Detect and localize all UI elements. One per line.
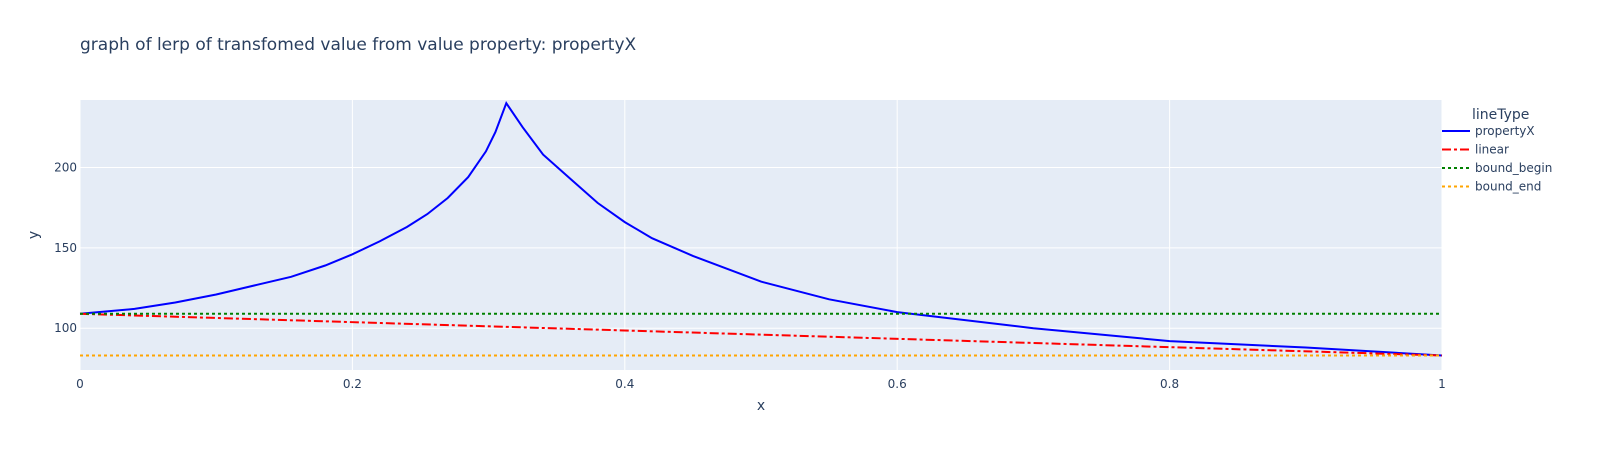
legend-title: lineType [1472, 107, 1529, 123]
legend-item-bound_begin[interactable]: bound_begin [1475, 161, 1552, 175]
legend-item-bound_end[interactable]: bound_end [1475, 180, 1541, 194]
series-line-propertyX [79, 101, 1443, 357]
legend-item-linear[interactable]: linear [1475, 143, 1509, 157]
x-tick-label: 0 [76, 377, 84, 391]
x-axis-title: x [757, 398, 765, 414]
y-tick-label: 150 [54, 241, 77, 255]
plot-area [80, 100, 1442, 370]
y-axis-title: y [26, 231, 42, 239]
x-axis-ticks: 0 0.2 0.4 0.6 0.8 1 [76, 377, 1446, 391]
y-tick-label: 100 [54, 321, 77, 335]
x-tick-label: 0.6 [888, 377, 907, 391]
x-tick-label: 0.4 [615, 377, 634, 391]
y-tick-label: 200 [54, 161, 77, 175]
series-lines [79, 101, 1443, 357]
series-line-linear [79, 312, 1443, 357]
chart-title: graph of lerp of transfomed value from v… [80, 35, 636, 55]
legend-item-propertyX[interactable]: propertyX [1475, 124, 1535, 138]
x-tick-label: 0.2 [343, 377, 362, 391]
x-tick-label: 1 [1438, 377, 1446, 391]
y-axis-ticks: 100 150 200 [54, 161, 77, 336]
legend: lineType propertyX linear bound_beginbound… [1442, 107, 1552, 194]
x-tick-label: 0.8 [1160, 377, 1179, 391]
gridlines [79, 100, 1443, 370]
